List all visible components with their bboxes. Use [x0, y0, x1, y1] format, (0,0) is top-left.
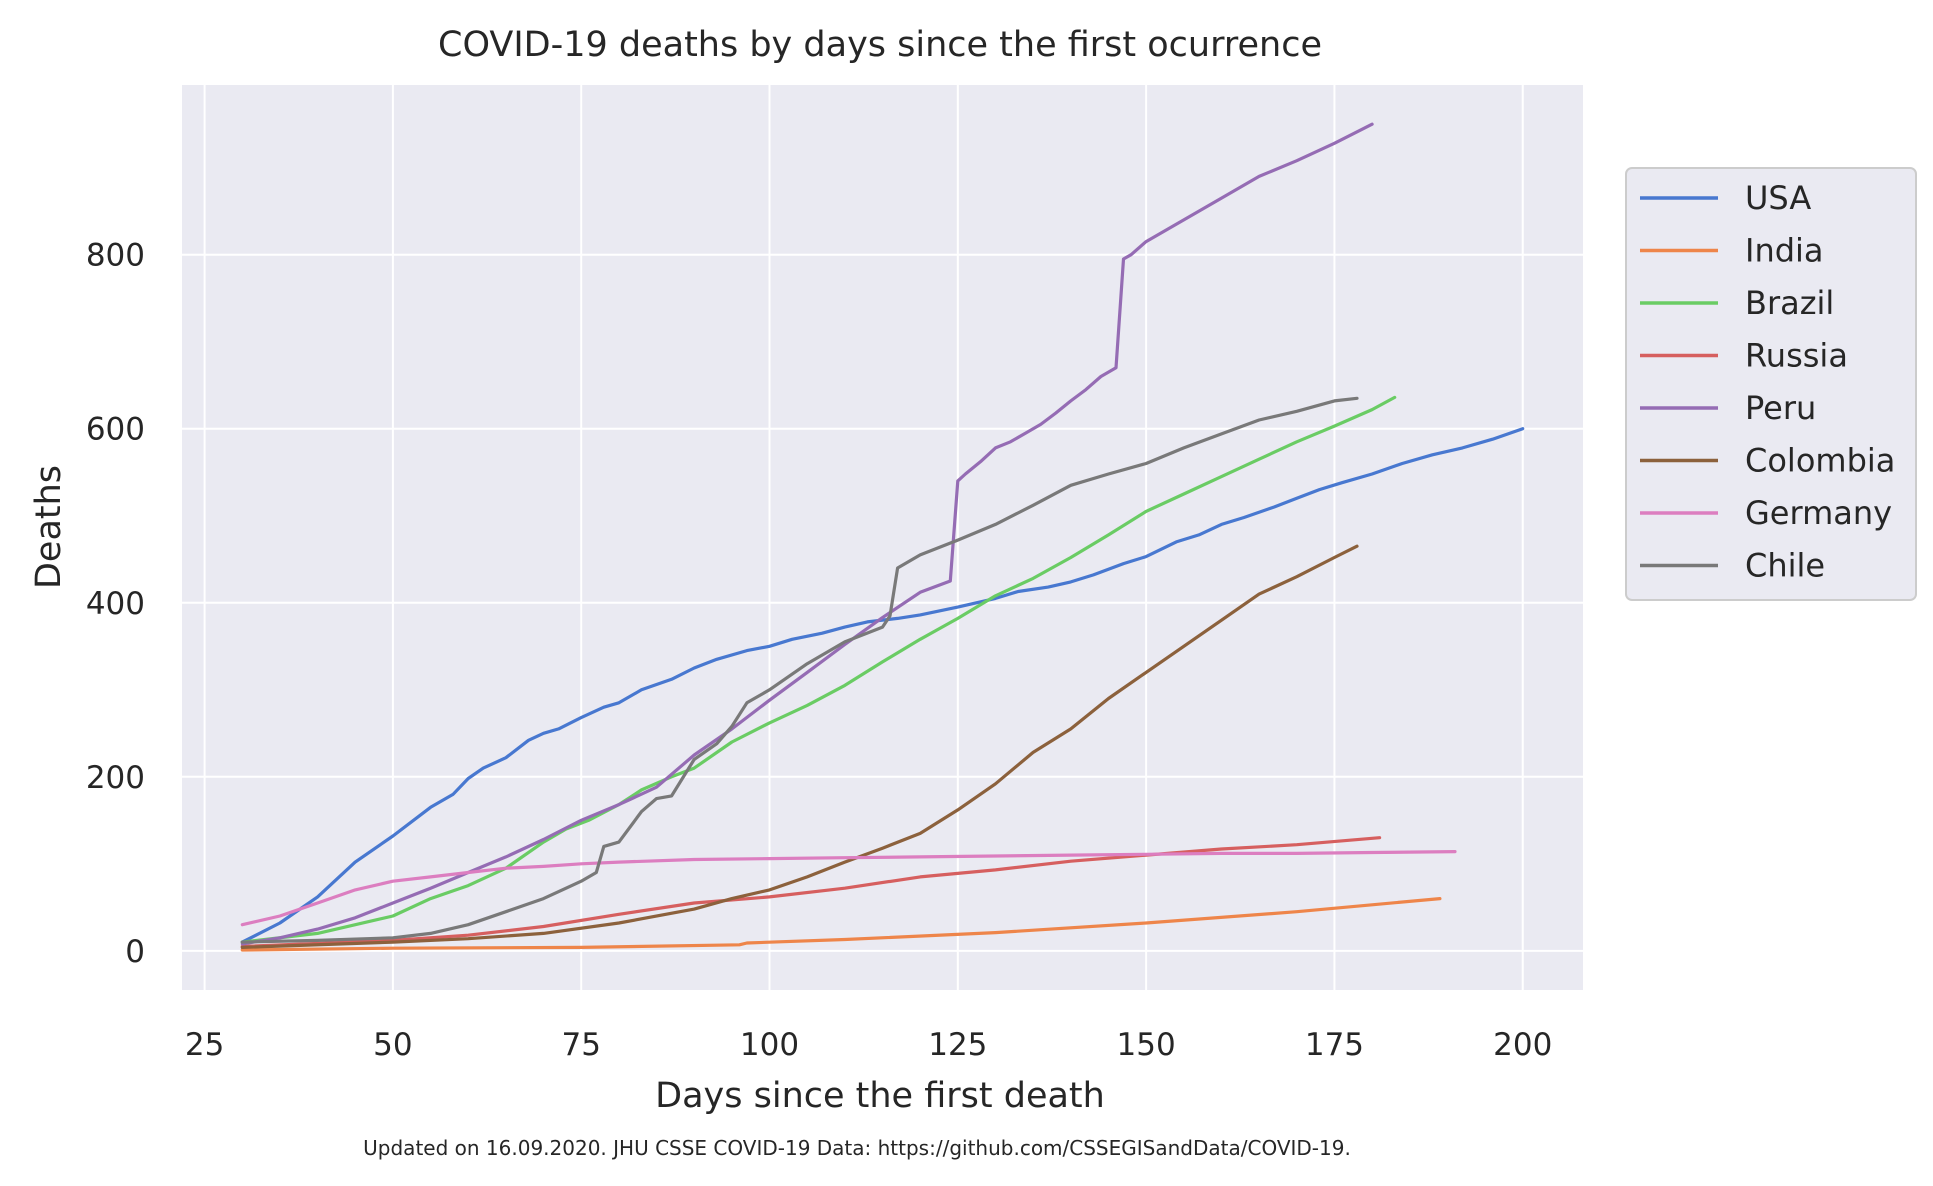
tick-labels: 25 50 75 100 125 150 175 200 0 200 400 600 800: [86, 238, 1552, 1063]
series-lines: [240, 122, 1525, 952]
series-line-chile: [240, 396, 1359, 944]
legend-label-india: India: [1745, 232, 1824, 270]
y-tick-label: 600: [86, 412, 145, 448]
series-line-peru: [240, 122, 1374, 946]
series-line-brazil: [240, 395, 1397, 944]
legend-label-brazil: Brazil: [1745, 284, 1834, 322]
legend-label-chile: Chile: [1745, 547, 1825, 585]
x-tick-label: 150: [1117, 1027, 1176, 1063]
series-line-germany: [240, 849, 1457, 927]
footnote: Updated on 16.09.2020. JHU CSSE COVID-19…: [363, 1136, 1351, 1160]
legend: USA India Brazil Russia Peru Colombia Germany C…: [1625, 167, 1917, 601]
series-line-usa: [240, 427, 1525, 944]
legend-label-colombia: Colombia: [1745, 442, 1895, 480]
y-tick-label: 400: [86, 586, 145, 622]
y-tick-label: 0: [125, 934, 145, 970]
legend-label-peru: Peru: [1745, 389, 1816, 427]
legend-label-germany: Germany: [1745, 494, 1892, 532]
y-tick-label: 800: [86, 238, 145, 274]
y-tick-label: 200: [86, 760, 145, 796]
series-line-colombia: [240, 544, 1359, 950]
x-tick-label: 75: [561, 1027, 600, 1063]
y-axis-label: Deaths: [29, 465, 69, 589]
legend-box: [1625, 167, 1917, 601]
x-tick-label: 125: [928, 1027, 987, 1063]
x-tick-label: 25: [185, 1027, 224, 1063]
x-tick-label: 175: [1305, 1027, 1364, 1063]
series-line-russia: [240, 836, 1382, 949]
chart-title: COVID-19 deaths by days since the first …: [438, 25, 1322, 65]
x-axis-label: Days since the first death: [655, 1076, 1105, 1116]
legend-label-russia: Russia: [1745, 337, 1848, 375]
legend-items: USA India Brazil Russia Peru Colombia Germany C…: [1640, 179, 1895, 585]
x-tick-label: 200: [1493, 1027, 1552, 1063]
grid: [182, 85, 1583, 990]
x-tick-label: 50: [373, 1027, 412, 1063]
legend-label-usa: USA: [1745, 179, 1811, 217]
x-tick-label: 100: [740, 1027, 799, 1063]
series-line-india: [240, 896, 1442, 952]
